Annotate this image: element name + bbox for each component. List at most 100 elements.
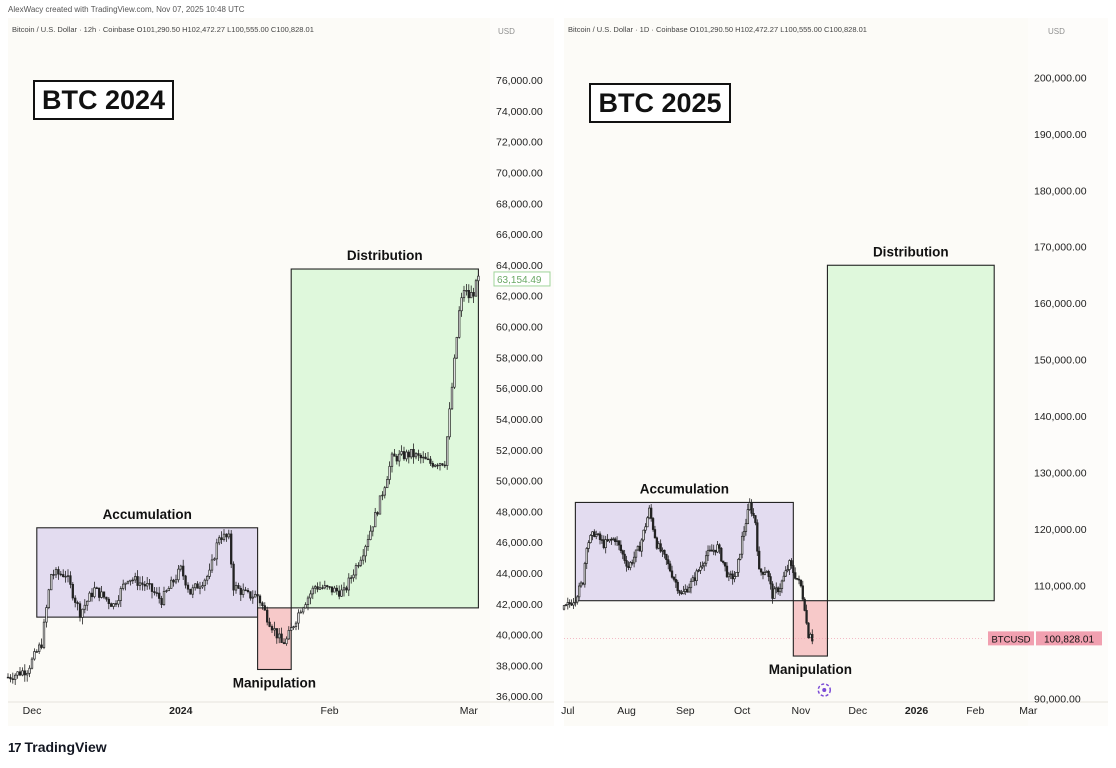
candle — [347, 577, 350, 591]
candle — [215, 542, 218, 560]
candle — [424, 456, 427, 460]
candle — [718, 544, 721, 549]
candle — [78, 603, 82, 618]
candle — [676, 581, 679, 592]
candle — [326, 585, 329, 587]
zone-distribution — [290, 268, 479, 609]
candle — [587, 542, 590, 549]
y-tick-label: 62,000.00 — [496, 291, 543, 303]
candle — [740, 535, 744, 555]
zone-label-accumulation: Accumulation — [103, 507, 192, 522]
candle — [30, 658, 34, 669]
candle — [237, 585, 240, 589]
price-tag-value-bg — [1036, 631, 1102, 646]
candle — [572, 602, 575, 606]
candle — [239, 587, 242, 595]
y-tick-label: 200,000.00 — [1034, 72, 1087, 84]
candle — [727, 573, 731, 578]
candle — [206, 576, 209, 581]
candle — [117, 600, 120, 605]
candle — [419, 454, 422, 459]
candle — [610, 538, 613, 541]
candle — [170, 579, 173, 589]
candle — [263, 605, 266, 611]
candle — [689, 580, 693, 589]
candle — [354, 565, 358, 576]
candle — [460, 297, 463, 312]
candle — [102, 591, 106, 598]
candle — [105, 596, 108, 600]
candle — [792, 565, 795, 574]
candle — [465, 290, 468, 292]
y-tick-label: 70,000.00 — [496, 168, 543, 180]
candle — [448, 408, 451, 438]
candle — [95, 587, 98, 589]
candle — [598, 533, 602, 540]
y-tick-label: 160,000.00 — [1034, 298, 1087, 310]
candle — [426, 458, 430, 461]
candle — [378, 495, 382, 515]
x-tick-label: Nov — [792, 705, 811, 717]
candle — [632, 556, 636, 564]
candle — [218, 537, 221, 544]
candle — [640, 539, 643, 552]
chart-title-box: BTC 2024 — [33, 80, 174, 120]
candle — [153, 591, 156, 594]
candle — [477, 275, 480, 282]
candle — [739, 553, 742, 560]
candle — [729, 573, 732, 576]
y-tick-label: 180,000.00 — [1034, 185, 1087, 197]
chart-header: Bitcoin / U.S. Dollar · 12h · Coinbase O… — [12, 25, 314, 34]
candle — [18, 671, 22, 676]
candle — [708, 549, 712, 552]
candle — [754, 515, 757, 524]
candle — [765, 571, 768, 573]
candle — [112, 603, 115, 607]
candle — [763, 572, 767, 575]
x-tick-label: Feb — [966, 705, 984, 717]
candle — [684, 588, 687, 592]
y-tick-label: 190,000.00 — [1034, 129, 1087, 141]
candle — [21, 670, 24, 676]
price-chart-2025[interactable]: 200,000.00 190,000.00 180,000.00 170,000.00… — [561, 18, 1108, 726]
candle — [631, 562, 634, 564]
candle — [268, 621, 271, 627]
candle — [11, 678, 14, 680]
candle — [345, 587, 348, 591]
candle — [330, 586, 334, 593]
candle — [659, 543, 662, 552]
candle — [210, 559, 214, 571]
candle — [201, 585, 204, 588]
price-label-box — [493, 271, 551, 287]
candle — [680, 592, 683, 595]
candle — [230, 533, 233, 565]
candle — [189, 588, 192, 595]
candle — [782, 575, 785, 582]
price-chart-2024[interactable]: 76,000.00 74,000.00 72,000.00 70,000.00 68,0… — [6, 18, 554, 726]
y-tick-label: 74,000.00 — [496, 106, 543, 118]
candle — [395, 455, 398, 462]
candle — [362, 555, 365, 561]
candle — [701, 565, 704, 568]
candle — [71, 584, 74, 599]
candle — [177, 568, 180, 581]
candle — [107, 598, 110, 605]
candle — [304, 604, 307, 609]
x-tick-label: Dec — [23, 705, 42, 717]
candle — [733, 576, 736, 580]
candle — [234, 585, 238, 591]
x-tick-label: 2024 — [169, 705, 193, 717]
candle — [316, 586, 319, 590]
candle — [731, 573, 734, 580]
candle — [665, 553, 668, 561]
candle — [208, 569, 211, 577]
candle — [302, 607, 305, 613]
candle — [136, 576, 139, 586]
title-frame — [589, 83, 731, 123]
candle — [287, 629, 290, 640]
y-tick-label: 48,000.00 — [496, 506, 543, 518]
candle — [801, 585, 804, 600]
candle — [28, 667, 31, 674]
candle — [323, 585, 326, 589]
candle — [23, 670, 26, 676]
